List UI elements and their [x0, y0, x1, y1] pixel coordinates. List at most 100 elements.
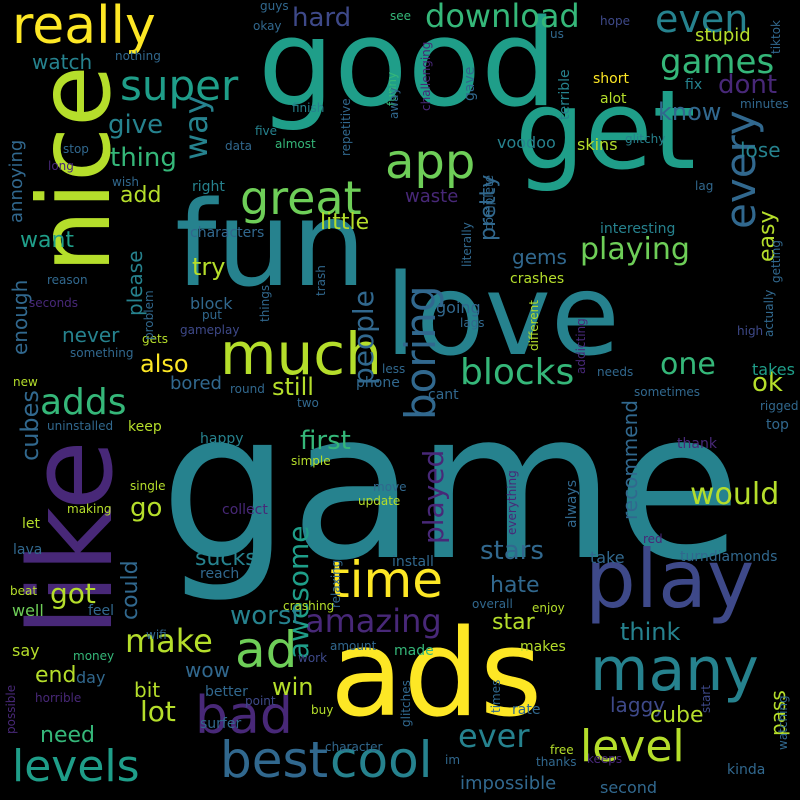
word-laggy: laggy	[610, 693, 666, 717]
word-levels: levels	[12, 741, 140, 792]
word-put: put	[202, 308, 222, 322]
word-make: make	[125, 622, 213, 660]
word-interesting: interesting	[600, 221, 676, 237]
word-stars: stars	[480, 536, 544, 566]
word-great: great	[240, 171, 362, 225]
word-ok: ok	[752, 368, 783, 398]
word-guys: guys	[260, 0, 289, 13]
word-love: love	[385, 251, 620, 381]
word-say: say	[12, 641, 40, 660]
word-recommend: recommend	[618, 400, 642, 520]
word-bored: bored	[170, 373, 222, 394]
word-bad: bad	[195, 686, 293, 746]
word-nothing: nothing	[115, 49, 161, 63]
word-watching: watching	[776, 695, 790, 750]
word-characters: characters	[190, 225, 265, 241]
word-fun: fun	[175, 175, 367, 313]
word-gems: gems	[512, 245, 567, 269]
word-red: red	[643, 532, 663, 546]
word-terrible: terrible	[557, 69, 573, 120]
word-enjoy: enjoy	[532, 601, 565, 615]
word-five: five	[255, 124, 278, 138]
word-thank: thank	[677, 436, 717, 452]
word-data: data	[225, 139, 253, 153]
word-see: see	[390, 9, 412, 23]
word-even: even	[655, 0, 749, 41]
word-need: need	[40, 723, 95, 748]
word-ever: ever	[458, 717, 530, 755]
word-rate: rate	[512, 702, 541, 718]
word-thanks: thanks	[536, 755, 577, 769]
word-play: play	[585, 533, 755, 626]
word-repetitive: repetitive	[339, 98, 353, 156]
word-know: know	[658, 98, 722, 126]
word-got: got	[50, 577, 96, 610]
word-overall: overall	[472, 597, 513, 611]
word-one: one	[660, 347, 716, 382]
word-adds: adds	[40, 382, 127, 423]
word-horrible: horrible	[35, 691, 82, 705]
word-way: way	[177, 95, 215, 160]
word-cool: cool	[330, 731, 433, 789]
word-app: app	[385, 134, 476, 190]
word-point: point	[245, 694, 276, 708]
word-amount: amount	[330, 639, 377, 653]
word-always: always	[564, 479, 580, 528]
word-waste: waste	[405, 186, 459, 207]
word-voodoo: voodoo	[497, 133, 556, 152]
word-watch: watch	[32, 50, 93, 74]
word-almost: almost	[275, 137, 316, 151]
word-hope: hope	[600, 14, 630, 28]
word-wow: wow	[185, 658, 230, 682]
word-star: star	[492, 610, 535, 635]
word-played: played	[417, 449, 450, 544]
word-im: im	[445, 753, 461, 767]
word-keeps: keeps	[587, 752, 623, 766]
word-addicting: addicting	[574, 318, 588, 374]
word-actually: actually	[762, 289, 776, 337]
word-start: start	[699, 685, 713, 713]
word-little: little	[320, 210, 370, 235]
word-cubes: cubes	[16, 390, 44, 461]
word-phone: phone	[356, 375, 400, 391]
word-away: away	[387, 87, 401, 119]
word-never: never	[62, 323, 120, 347]
word-first: first	[300, 426, 351, 456]
word-second: second	[600, 778, 658, 797]
word-download: download	[425, 0, 580, 35]
word-stop: stop	[63, 142, 89, 156]
word-finish: finish	[292, 101, 325, 115]
word-take: take	[590, 548, 625, 567]
word-rigged: rigged	[760, 399, 799, 413]
word-install: install	[392, 554, 434, 570]
word-dont: dont	[718, 70, 778, 100]
word-challenging: challenging	[419, 41, 433, 111]
word-surfer: surfer	[200, 716, 242, 732]
word-glitchy: glitchy	[625, 132, 666, 146]
word-simple: simple	[291, 454, 331, 468]
word-enough: enough	[8, 279, 32, 355]
word-collect: collect	[222, 502, 268, 518]
word-get: get	[515, 66, 696, 194]
word-gameplay: gameplay	[180, 323, 240, 337]
word-kinda: kinda	[727, 762, 766, 778]
word-wifi: wifi	[146, 628, 167, 642]
word-happy: happy	[200, 431, 244, 447]
word-lose: lose	[740, 138, 781, 162]
word-gave: gave	[462, 66, 478, 101]
word-short: short	[593, 71, 629, 87]
word-skins: skins	[577, 135, 618, 154]
word-also: also	[140, 350, 189, 378]
word-takes: takes	[752, 360, 795, 379]
word-right: right	[192, 179, 225, 195]
word-everything: everything	[505, 470, 519, 535]
word-alot: alot	[600, 91, 627, 107]
word-getting: getting	[769, 240, 783, 283]
word-stupid: stupid	[695, 25, 751, 46]
word-hate: hate	[490, 573, 540, 598]
word-end: end	[35, 663, 77, 688]
word-impossible: impossible	[460, 773, 557, 794]
word-glitches: glitches	[399, 680, 413, 727]
word-would: would	[690, 477, 780, 512]
word-amazing: amazing	[305, 602, 442, 640]
